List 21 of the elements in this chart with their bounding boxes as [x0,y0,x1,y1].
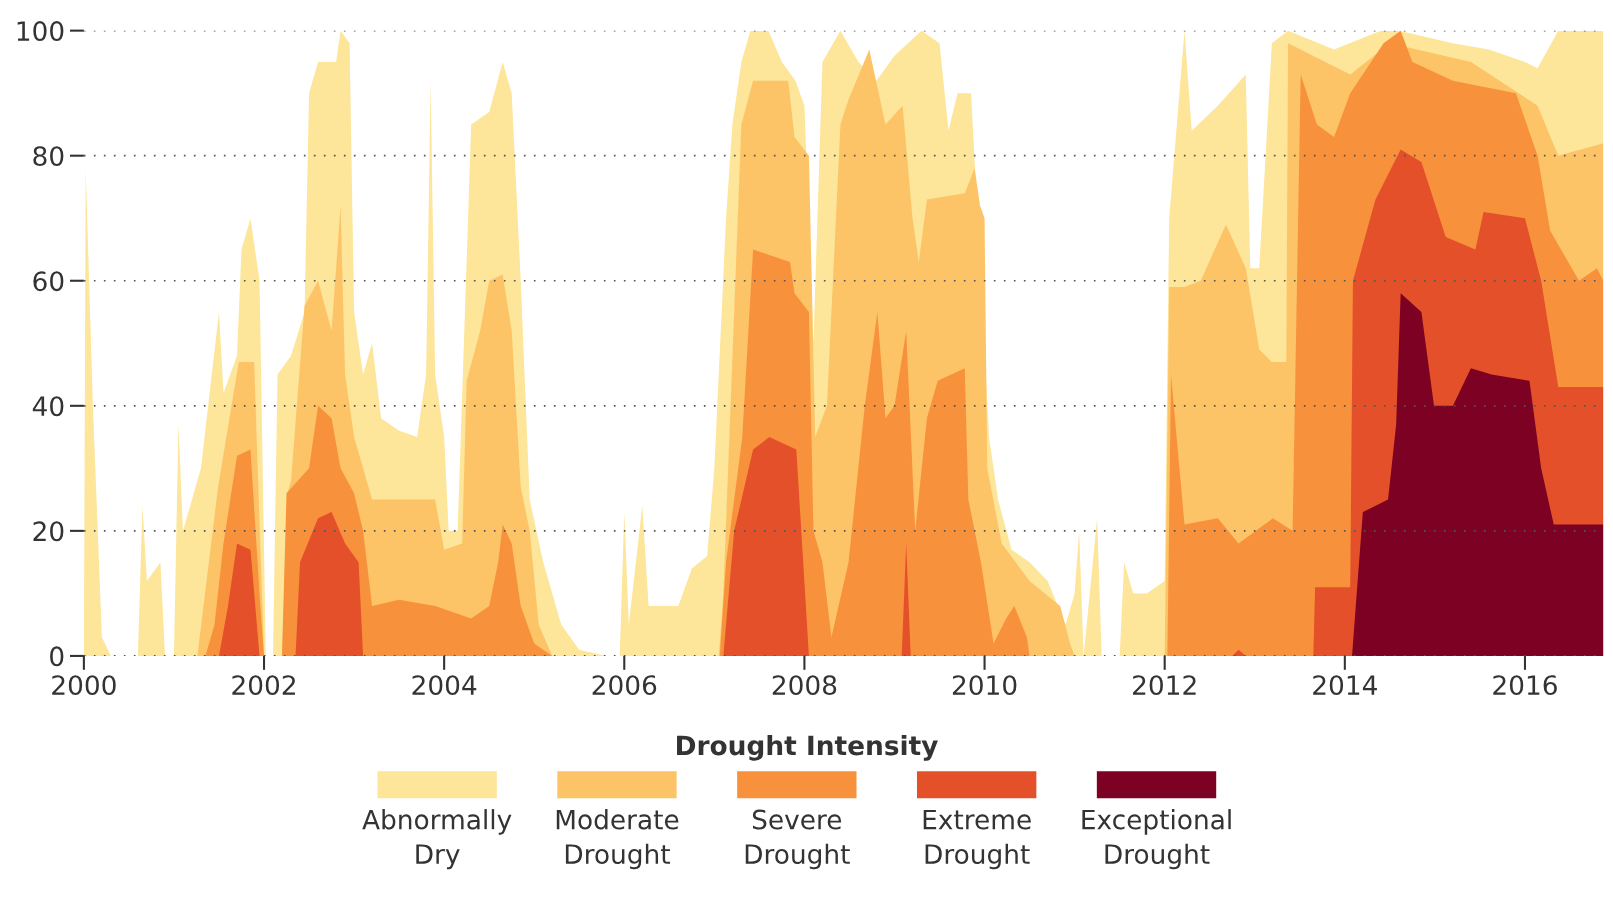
x-tick-label: 2016 [1493,675,1557,696]
x-tick-label: 2002 [232,675,295,696]
legend-label: Moderate Drought [556,809,679,870]
x-tick-label: 2006 [592,675,657,696]
y-tick-label: 40 [32,396,64,417]
x-tick-label: 2010 [952,675,1017,696]
legend-title: Drought Intensity [677,734,938,761]
legend-label: Exceptional Drought [1082,809,1231,870]
legend-label: Abnormally Dry [362,809,512,870]
x-tick-label: 2000 [52,675,116,696]
y-tick-label: 100 [17,21,64,42]
y-tick-label: 80 [33,146,64,167]
x-tick-label: 2008 [772,675,837,696]
legend-label: Extreme Drought [923,809,1031,870]
x-tick-label: 2004 [412,675,477,696]
y-tick-label: 20 [33,521,64,542]
legend-label: Severe Drought [745,809,850,870]
y-tick-label: 0 [50,646,64,667]
y-tick-label: 60 [33,271,64,292]
x-tick-label: 2014 [1313,675,1377,696]
x-tick-label: 2012 [1133,675,1196,696]
